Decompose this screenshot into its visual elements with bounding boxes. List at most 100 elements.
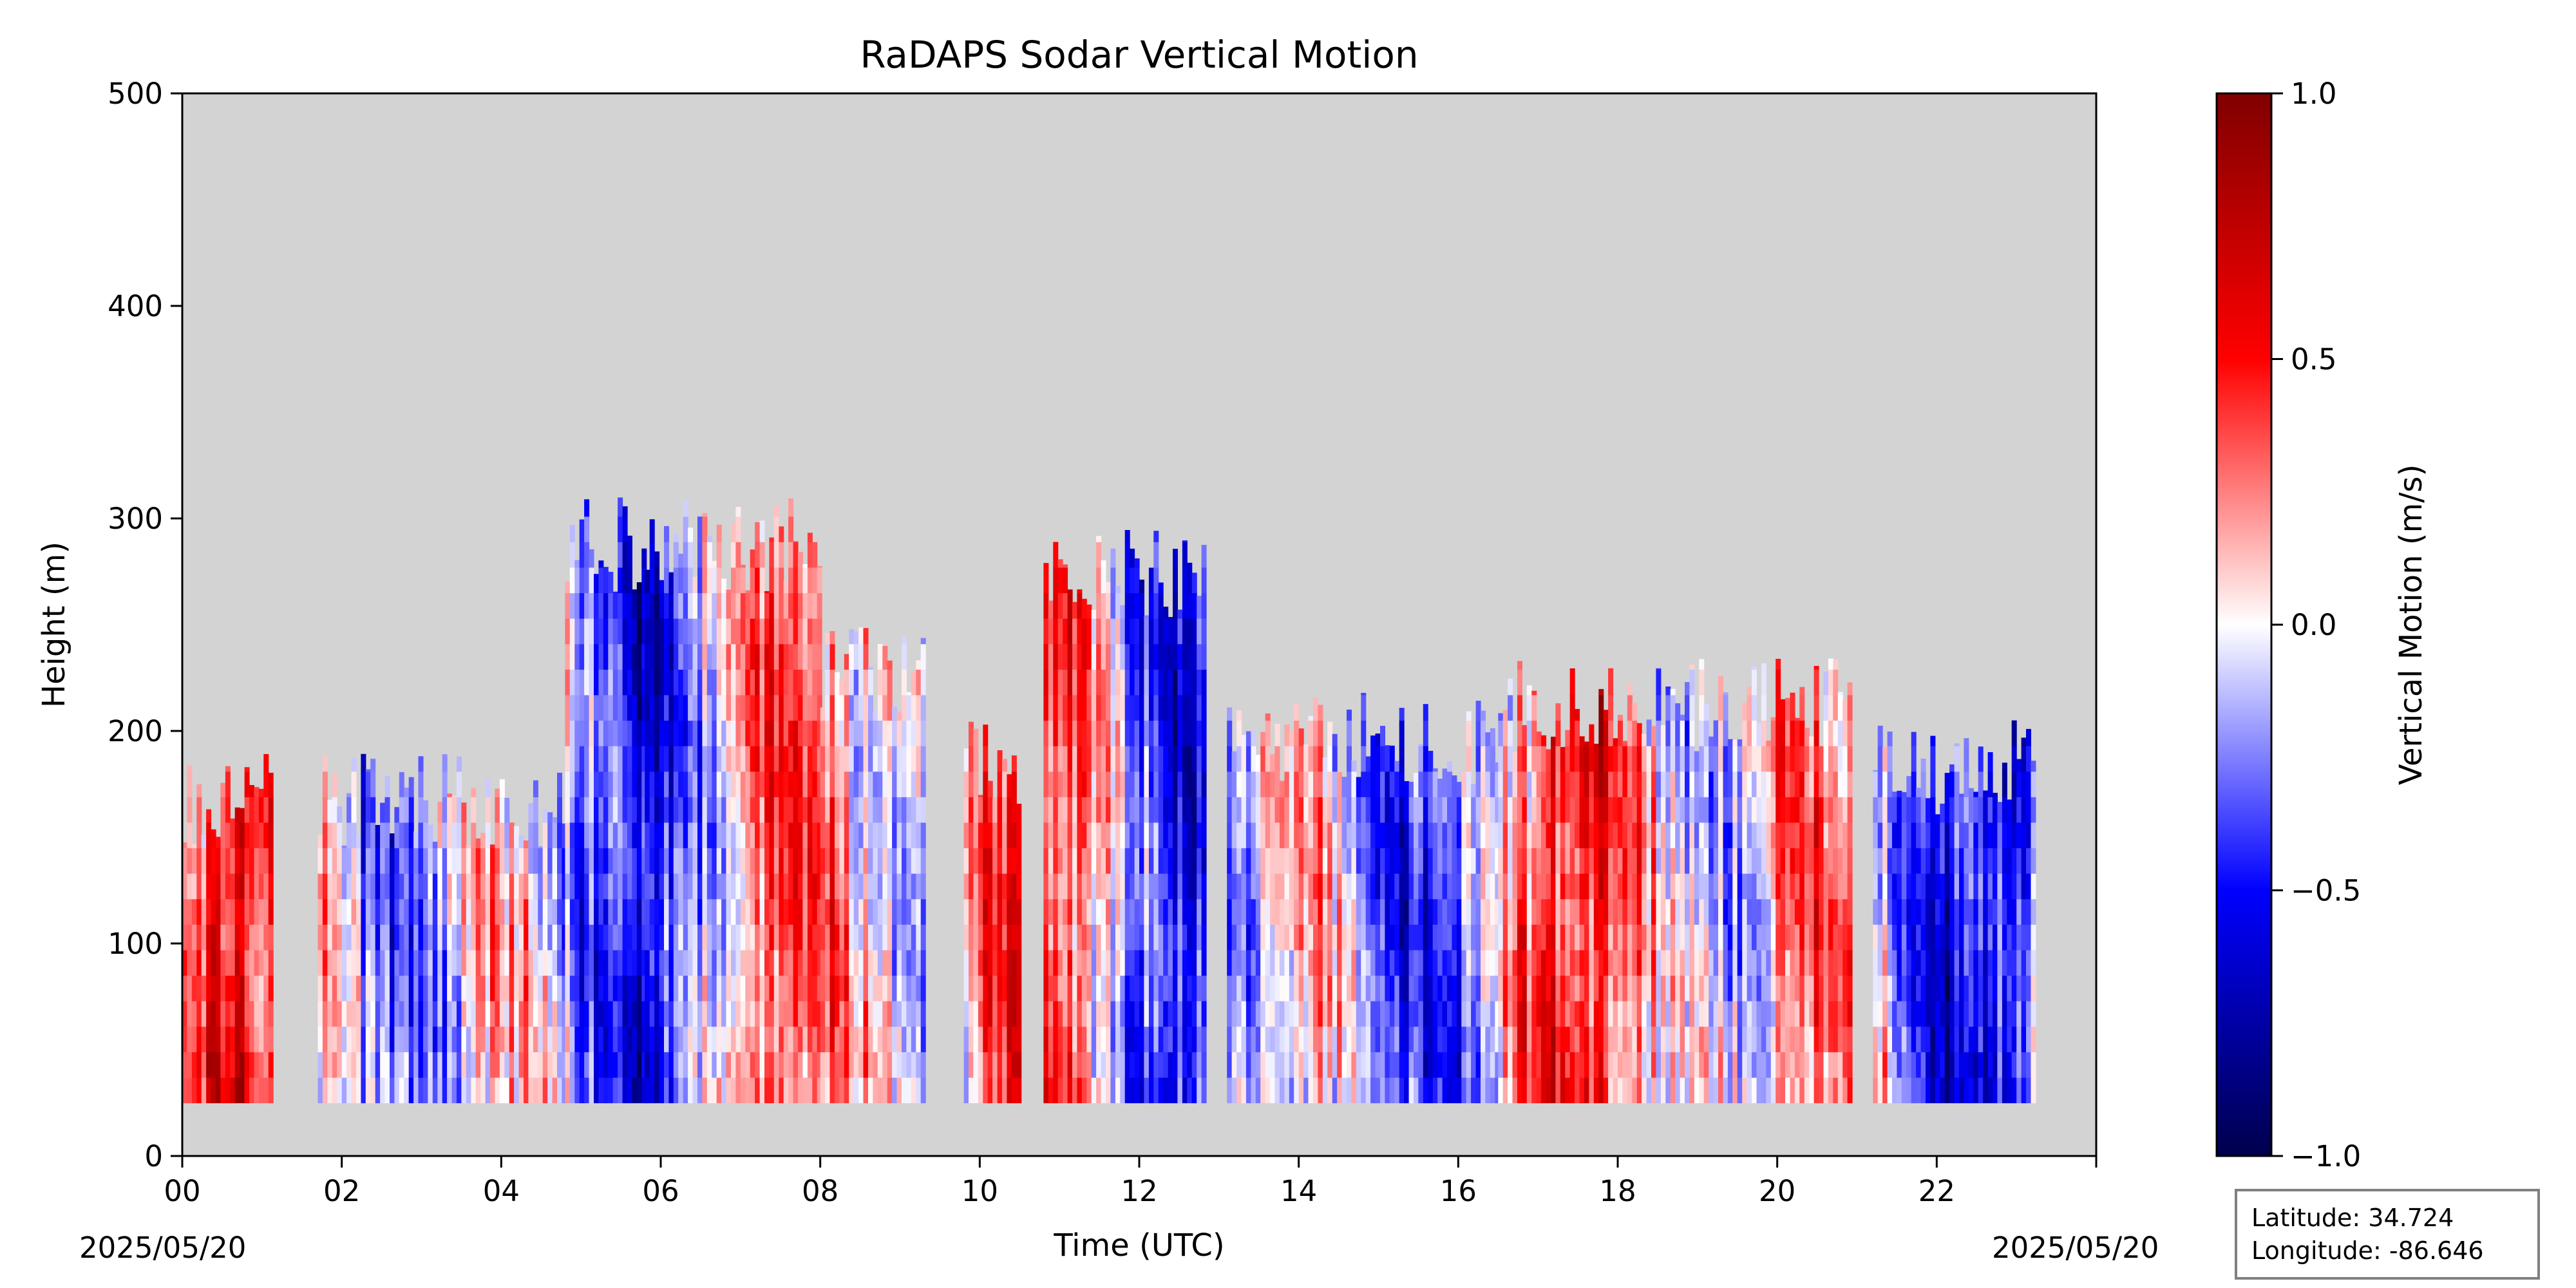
heatmap-cell <box>1699 898 1705 925</box>
heatmap-cell <box>627 1052 632 1078</box>
heatmap-cell <box>712 1077 717 1104</box>
heatmap-cell <box>1437 822 1443 849</box>
heatmap-cell <box>820 1052 826 1078</box>
heatmap-cell <box>1365 822 1371 849</box>
heatmap-cell <box>1414 924 1419 951</box>
heatmap-cell <box>234 1001 240 1027</box>
heatmap-cell <box>322 975 328 1001</box>
heatmap-cell <box>394 898 400 925</box>
heatmap-cell <box>716 898 722 925</box>
heatmap-cell <box>1399 797 1405 823</box>
heatmap-cell <box>1173 694 1178 721</box>
heatmap-cell <box>1646 1077 1652 1104</box>
heatmap-cell <box>1699 694 1705 721</box>
heatmap-cell <box>1043 567 1049 594</box>
heatmap-cell <box>963 822 969 849</box>
heatmap-cell <box>1057 720 1063 746</box>
heatmap-cell <box>1727 1001 1733 1027</box>
heatmap-cell <box>447 793 453 797</box>
heatmap-cell <box>1110 898 1116 925</box>
heatmap-cell <box>249 797 254 823</box>
heatmap-cell <box>654 720 660 746</box>
heatmap-cell <box>654 822 660 849</box>
heatmap-cell <box>579 720 585 746</box>
heatmap-cell <box>649 797 655 823</box>
heatmap-cell <box>504 1001 510 1027</box>
heatmap-cell <box>1375 873 1381 900</box>
heatmap-cell <box>1298 746 1304 772</box>
heatmap-cell <box>1536 924 1542 951</box>
heatmap-cell <box>216 1026 221 1052</box>
heatmap-cell <box>1048 1001 1054 1027</box>
heatmap-cell <box>1332 848 1338 874</box>
heatmap-cell <box>1148 822 1154 849</box>
heatmap-cell <box>1091 618 1097 645</box>
heatmap-cell <box>835 1001 840 1027</box>
heatmap-cell <box>1399 746 1405 772</box>
heatmap-cell <box>1081 771 1087 797</box>
heatmap-cell <box>579 1077 585 1104</box>
heatmap-cell <box>437 1001 443 1027</box>
heatmap-cell <box>1526 1001 1532 1027</box>
heatmap-cell <box>1508 873 1513 900</box>
heatmap-cell <box>1318 924 1323 951</box>
heatmap-cell <box>702 924 708 951</box>
heatmap-cell <box>902 797 907 823</box>
heatmap-cell <box>1153 531 1159 542</box>
heatmap-cell <box>1414 949 1419 976</box>
heatmap-cell <box>659 643 665 670</box>
heatmap-cell <box>1389 797 1395 823</box>
heatmap-cell <box>1168 617 1173 619</box>
heatmap-cell <box>622 746 628 772</box>
heatmap-cell <box>1680 924 1685 951</box>
heatmap-cell <box>1642 1077 1647 1104</box>
heatmap-cell <box>788 848 794 874</box>
heatmap-cell <box>618 542 623 568</box>
heatmap-cell <box>817 643 822 670</box>
heatmap-cell <box>211 873 216 900</box>
heatmap-cell <box>1613 1026 1618 1052</box>
heatmap-cell <box>1584 975 1589 1001</box>
heatmap-cell <box>404 924 410 951</box>
heatmap-cell <box>1124 873 1130 900</box>
heatmap-cell <box>755 848 761 874</box>
heatmap-cell <box>735 567 741 594</box>
heatmap-cell <box>1187 975 1193 1001</box>
heatmap-cell <box>341 848 347 874</box>
heatmap-cell <box>1579 822 1585 849</box>
heatmap-cell <box>692 822 698 849</box>
heatmap-cell <box>627 848 632 874</box>
heatmap-cell <box>678 592 684 619</box>
heatmap-cell <box>1182 669 1188 696</box>
heatmap-cell <box>645 924 650 951</box>
heatmap-cell <box>499 779 505 797</box>
heatmap-cell <box>234 949 240 976</box>
heatmap-cell <box>399 822 404 849</box>
heatmap-cell <box>552 822 558 849</box>
heatmap-cell <box>1531 975 1537 1001</box>
heatmap-cell <box>612 591 618 594</box>
heatmap-cell <box>1481 898 1486 925</box>
heatmap-cell <box>735 1001 741 1027</box>
heatmap-cell <box>1318 1052 1323 1078</box>
heatmap-cell <box>622 924 628 951</box>
heatmap-cell <box>1502 1052 1508 1078</box>
heatmap-cell <box>1636 975 1642 1001</box>
heatmap-cell <box>533 1052 538 1078</box>
heatmap-cell <box>1442 1052 1448 1078</box>
heatmap-cell <box>341 1026 347 1052</box>
heatmap-cell <box>1565 771 1571 797</box>
heatmap-cell <box>225 771 231 797</box>
heatmap-cell <box>1531 797 1537 823</box>
heatmap-cell <box>1201 746 1207 772</box>
heatmap-cell <box>1517 873 1522 900</box>
heatmap-cell <box>317 898 323 925</box>
heatmap-cell <box>341 975 347 1001</box>
heatmap-cell <box>750 848 755 874</box>
heatmap-cell <box>779 618 784 645</box>
heatmap-cell <box>755 822 761 849</box>
heatmap-cell <box>683 1052 688 1078</box>
heatmap-cell <box>206 949 212 976</box>
heatmap-cell <box>361 924 366 951</box>
heatmap-cell <box>225 924 231 951</box>
